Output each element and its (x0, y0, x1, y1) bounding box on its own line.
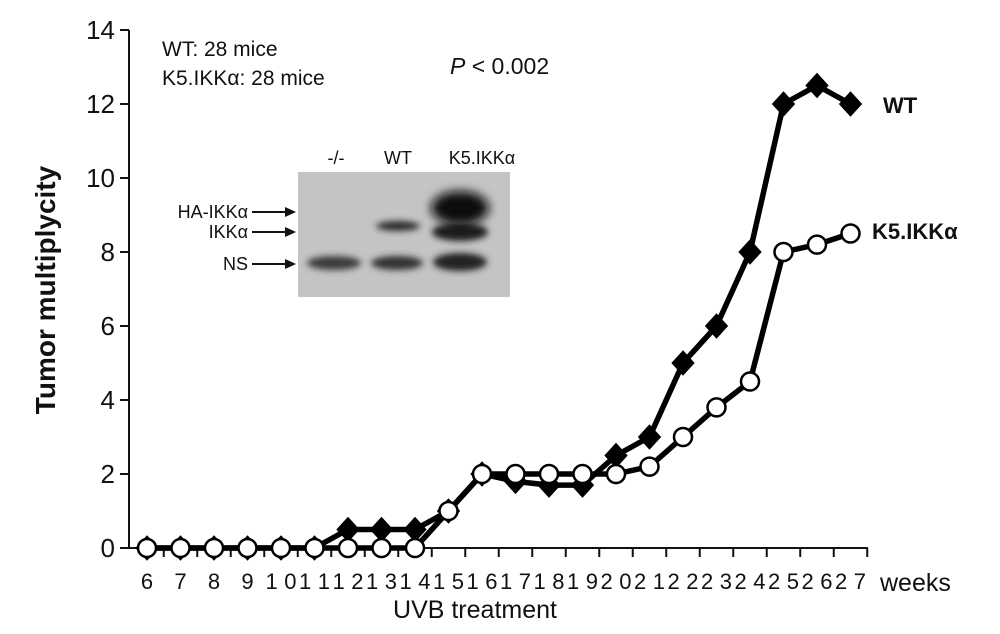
lane-label-k5: K5.IKKα (449, 148, 515, 168)
lane-label-wt: WT (384, 148, 412, 168)
band-label-ikka: IKKα (209, 222, 248, 242)
p-value-symbol: P (450, 53, 466, 79)
x-tick-label: 18 (534, 569, 565, 594)
arrow-head-ns (285, 259, 296, 269)
legend-label-wt: WT (883, 93, 918, 118)
data-point-k5 (605, 463, 627, 485)
p-value: P < 0.002 (450, 53, 549, 79)
k5-mice-count: K5.IKKα: 28 mice (162, 67, 325, 90)
x-tick-label: 12 (333, 569, 364, 594)
data-point-wt (738, 239, 762, 265)
data-point-k5 (404, 537, 426, 559)
band-ikka-wt (376, 221, 420, 231)
data-point-k5 (471, 463, 493, 485)
x-tick-label: 19 (567, 569, 598, 594)
band-label-ha-ikka: HA-IKKα (178, 202, 248, 222)
p-value-rest: < 0.002 (465, 53, 549, 79)
arrow-head-ikka (285, 227, 296, 237)
data-point-k5 (672, 426, 694, 448)
data-point-k5 (237, 537, 258, 559)
y-tick-label: 6 (101, 311, 115, 341)
x-tick-label: 20 (601, 569, 632, 594)
data-point-wt (771, 91, 796, 117)
band-ns-ko (307, 256, 361, 270)
y-tick-label: 12 (86, 89, 115, 119)
data-point-k5 (203, 537, 225, 559)
data-point-k5 (438, 500, 459, 522)
arrow-head-ha-ikka (285, 207, 296, 217)
band-ns-k5 (433, 253, 487, 271)
x-tick-label: 9 (241, 569, 253, 594)
data-point-wt (704, 313, 729, 339)
y-tick-label: 4 (101, 385, 115, 415)
data-point-k5 (572, 463, 593, 485)
y-axis-label: Tumor multiplycity (30, 165, 61, 414)
x-tick-label: 13 (366, 569, 397, 594)
lane-label-ko: -/- (328, 148, 345, 168)
band-ikka-k5 (432, 223, 488, 241)
western-blot-inset: -/- WT K5.IKKα HA-IKKα IKKα NS (178, 148, 515, 297)
x-tick-label: 11 (299, 569, 330, 594)
x-tick-label: 24 (735, 569, 766, 594)
data-point-k5 (806, 234, 828, 255)
series-layer (135, 72, 863, 561)
data-point-k5 (773, 241, 794, 263)
y-tick-label: 8 (101, 237, 115, 267)
x-tick-label: 16 (467, 569, 498, 594)
data-point-k5 (371, 537, 392, 559)
x-tick-label: 6 (141, 569, 153, 594)
data-point-k5 (270, 537, 292, 559)
x-tick-label: 22 (668, 569, 699, 594)
data-point-wt (671, 350, 695, 376)
x-tick-label: 23 (701, 569, 732, 594)
data-point-k5 (505, 463, 526, 485)
x-tick-label: 21 (634, 569, 665, 594)
data-point-k5 (337, 537, 359, 559)
y-tick-label: 10 (86, 163, 115, 193)
data-point-wt (805, 72, 829, 99)
x-tick-label: 14 (400, 569, 431, 594)
data-point-k5 (840, 223, 861, 244)
data-point-k5 (170, 537, 191, 559)
x-tick-label: 26 (802, 569, 833, 594)
y-ticks: 0 2 4 6 8 10 12 14 (86, 15, 129, 563)
data-point-wt (637, 424, 662, 450)
data-point-k5 (304, 537, 325, 559)
x-tick-label: 25 (768, 569, 799, 594)
series-line-k5 (147, 230, 852, 551)
data-point-k5 (538, 463, 560, 485)
y-tick-label: 2 (101, 459, 115, 489)
data-point-k5 (639, 456, 660, 477)
x-tick-label: 8 (208, 569, 220, 594)
x-tick-label: 10 (266, 569, 297, 594)
x-tick-label: 15 (433, 569, 464, 594)
x-tick-label: 7 (174, 569, 186, 594)
data-point-k5 (739, 371, 761, 392)
wt-mice-count: WT: 28 mice (162, 38, 278, 61)
data-point-k5 (706, 397, 727, 418)
x-axis-label: UVB treatment (393, 596, 557, 624)
data-point-k5 (136, 537, 158, 559)
band-ha-ikka-k5 (431, 191, 489, 225)
x-tick-label: 27 (835, 569, 866, 594)
y-tick-label: 14 (86, 15, 115, 45)
x-axis-unit: weeks (879, 569, 951, 597)
band-label-ns: NS (223, 254, 248, 274)
x-tick-label: 17 (500, 569, 531, 594)
data-point-wt (838, 91, 863, 117)
legend-label-k5: K5.IKKα (872, 219, 958, 244)
y-tick-label: 0 (101, 533, 115, 563)
band-ns-wt (371, 256, 423, 270)
